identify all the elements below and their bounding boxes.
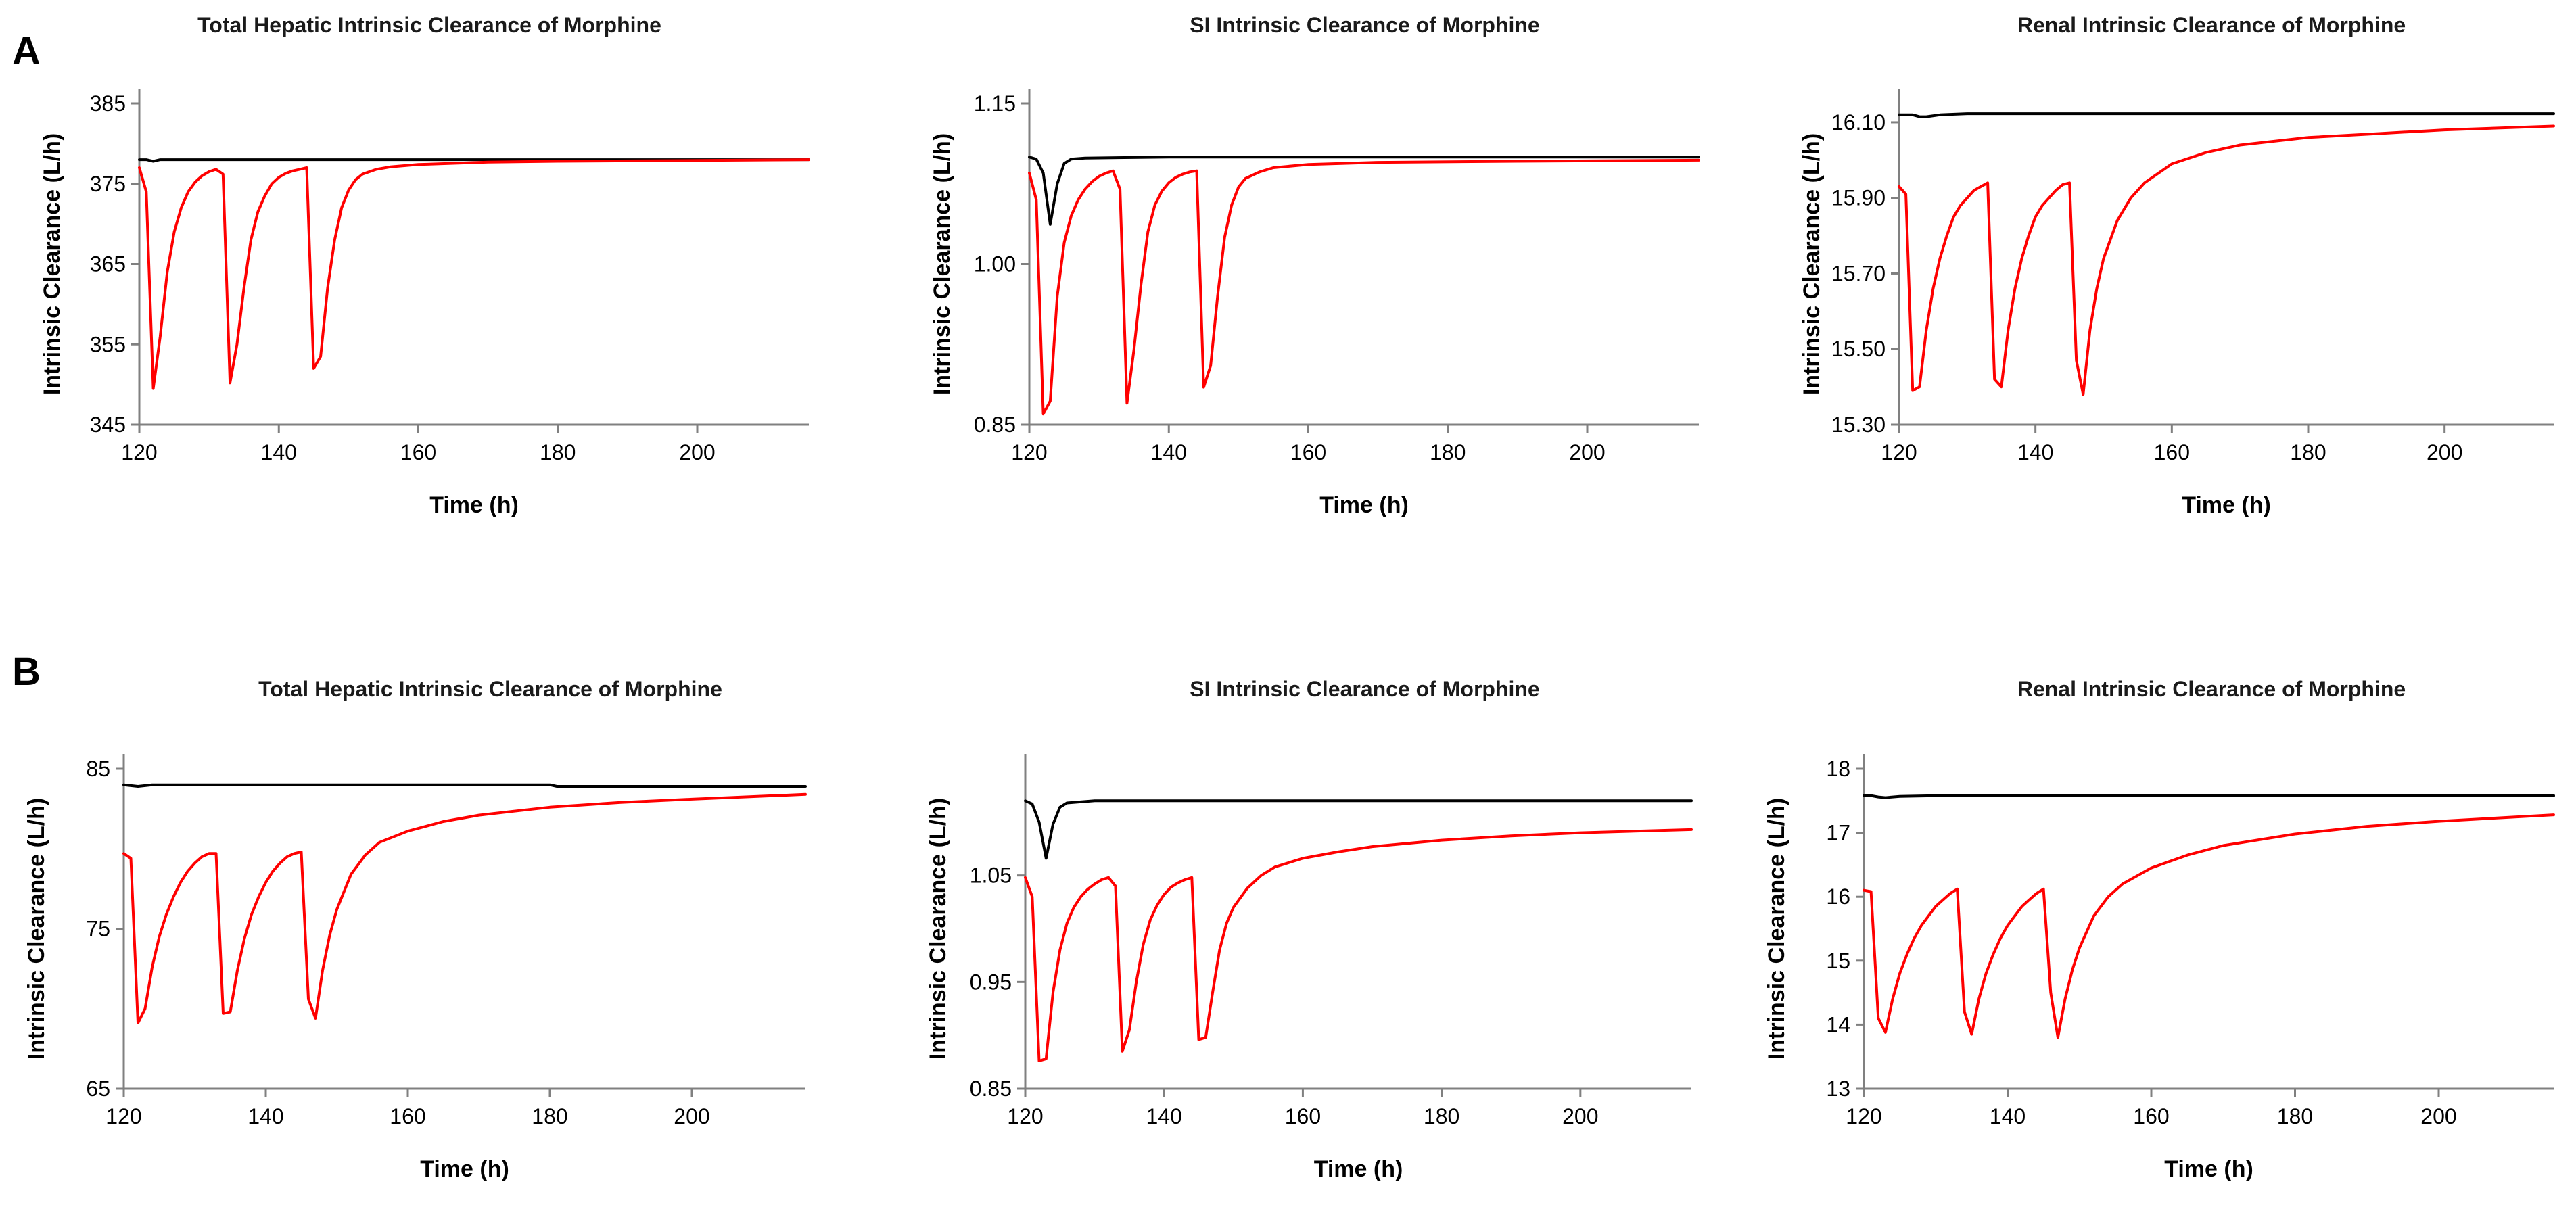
chart-b-1-x-tick-label: 200 [674,1104,709,1129]
chart-a-2-y-label: Intrinsic Clearance (L/h) [929,133,955,395]
chart-a-2-series-red-line [1028,158,1700,416]
chart-a-2-y-tick-label: 1.00 [974,252,1016,277]
chart-b-2-y-tick-label: 0.85 [970,1076,1012,1101]
chart-a-3-x-tick-label: 140 [2017,440,2053,465]
chart-b-3-y-tick-label: 13 [1826,1076,1850,1101]
chart-a-1-y-tick-label: 365 [90,252,126,277]
chart-b-2-x-tick-label: 200 [1562,1104,1598,1129]
chart-b-1-x-tick-label: 180 [532,1104,567,1129]
chart-a-2-title: SI Intrinsic Clearance of Morphine [1190,13,1539,37]
chart-a-1-y-tick-label: 355 [90,332,126,356]
chart-b-3-y-tick-label: 14 [1826,1012,1850,1037]
chart-a-1-x-tick-label: 180 [540,440,576,465]
chart-b-1-x-tick-label: 140 [248,1104,283,1129]
chart-b-3-x-tick-label: 160 [2133,1104,2169,1129]
chart-b-1-y-tick-label: 85 [86,757,110,781]
chart-b-3-x-tick-label: 180 [2277,1104,2313,1129]
chart-a-1-series-black-line [138,158,810,163]
chart-a-1-y-label: Intrinsic Clearance (L/h) [39,133,65,395]
chart-b-3-x-tick-label: 140 [1990,1104,2025,1129]
chart-a-1-x-tick-label: 120 [121,440,157,465]
chart-b-2-x-tick-label: 160 [1285,1104,1321,1129]
chart-b-3-series-red-line [1863,813,2555,1039]
chart-a-2-x-label: Time (h) [1319,492,1409,518]
chart-b-3-x-tick-label: 120 [1846,1104,1881,1129]
chart-b-2-x-tick-label: 120 [1007,1104,1043,1129]
chart-b-3-y-tick-label: 16 [1826,884,1850,909]
chart-b-1-series-red-line [122,792,807,1024]
chart-a-1-x-label: Time (h) [429,492,519,518]
chart-a-3-series-red-line [1898,124,2555,396]
chart-b-2-x-tick-label: 180 [1424,1104,1459,1129]
chart-b-3-y-tick-label: 18 [1826,757,1850,781]
chart-a-1-y-tick-label: 375 [90,172,126,196]
chart-b-2-y-tick-label: 1.05 [970,863,1012,888]
chart-b-3-x-tick-label: 200 [2420,1104,2456,1129]
chart-b-3-y-tick-label: 17 [1826,821,1850,845]
chart-a-3-y-tick-label: 15.50 [1831,337,1886,361]
chart-a-3-y-label: Intrinsic Clearance (L/h) [1799,133,1825,395]
chart-a-1-series-red-line [138,158,810,390]
chart-b-2-y-label: Intrinsic Clearance (L/h) [925,798,951,1060]
chart-b-1-title: Total Hepatic Intrinsic Clearance of Mor… [258,677,722,701]
chart-a-2-x-tick-label: 200 [1569,440,1605,465]
chart-b-1-y-tick-label: 75 [86,917,110,941]
chart-b-2-y-tick-label: 0.95 [970,970,1012,994]
chart-a-3-x-tick-label: 200 [2427,440,2462,465]
chart-b-3-x-label: Time (h) [2164,1156,2253,1182]
chart-b-1-x-tick-label: 120 [106,1104,141,1129]
chart-a-2-x-tick-label: 120 [1011,440,1047,465]
chart-a-3-y-tick-label: 15.30 [1831,412,1886,437]
chart-b-2-title: SI Intrinsic Clearance of Morphine [1190,677,1539,701]
chart-b-2-x-tick-label: 140 [1146,1104,1182,1129]
chart-b-3-title: Renal Intrinsic Clearance of Morphine [2017,677,2406,701]
chart-b-2-x-label: Time (h) [1314,1156,1403,1182]
chart-a-2-series-black-line [1028,156,1700,226]
chart-a-3-series-black-line [1898,112,2555,118]
chart-b-1-y-tick-label: 65 [86,1076,110,1101]
chart-a-3-x-tick-label: 120 [1881,440,1917,465]
chart-a-2-x-tick-label: 160 [1290,440,1326,465]
chart-a-1-y-tick-label: 385 [90,91,126,116]
chart-a-1-title: Total Hepatic Intrinsic Clearance of Mor… [197,13,661,37]
chart-a-2-y-tick-label: 1.15 [974,91,1016,116]
chart-a-1-x-tick-label: 140 [261,440,297,465]
chart-b-3-y-tick-label: 15 [1826,949,1850,973]
chart-b-3-series-black-line [1863,794,2555,799]
chart-a-3-y-tick-label: 15.70 [1831,261,1886,285]
chart-b-1-series-black-line [122,783,807,788]
chart-a-2-y-tick-label: 0.85 [974,412,1016,437]
chart-a-3-title: Renal Intrinsic Clearance of Morphine [2017,13,2406,37]
chart-a-3-y-tick-label: 16.10 [1831,110,1886,135]
chart-a-3-x-label: Time (h) [2182,492,2271,518]
chart-b-1-x-tick-label: 160 [390,1104,425,1129]
chart-a-1-x-tick-label: 200 [679,440,715,465]
chart-a-2-x-tick-label: 180 [1430,440,1466,465]
chart-a-3-x-tick-label: 180 [2290,440,2326,465]
chart-a-1-x-tick-label: 160 [400,440,436,465]
chart-b-2-series-red-line [1024,828,1693,1062]
chart-b-1-x-label: Time (h) [420,1156,509,1182]
panel-label-b: B [12,650,41,694]
chart-b-3-y-label: Intrinsic Clearance (L/h) [1764,798,1789,1060]
chart-b-1-y-label: Intrinsic Clearance (L/h) [24,798,49,1060]
chart-b-2-series-black-line [1024,799,1693,860]
chart-a-3-y-tick-label: 15.90 [1831,186,1886,210]
chart-a-1-y-tick-label: 345 [90,412,126,437]
chart-a-3-x-tick-label: 160 [2154,440,2190,465]
chart-a-2-x-tick-label: 140 [1151,440,1187,465]
panel-label-a: A [12,29,41,73]
